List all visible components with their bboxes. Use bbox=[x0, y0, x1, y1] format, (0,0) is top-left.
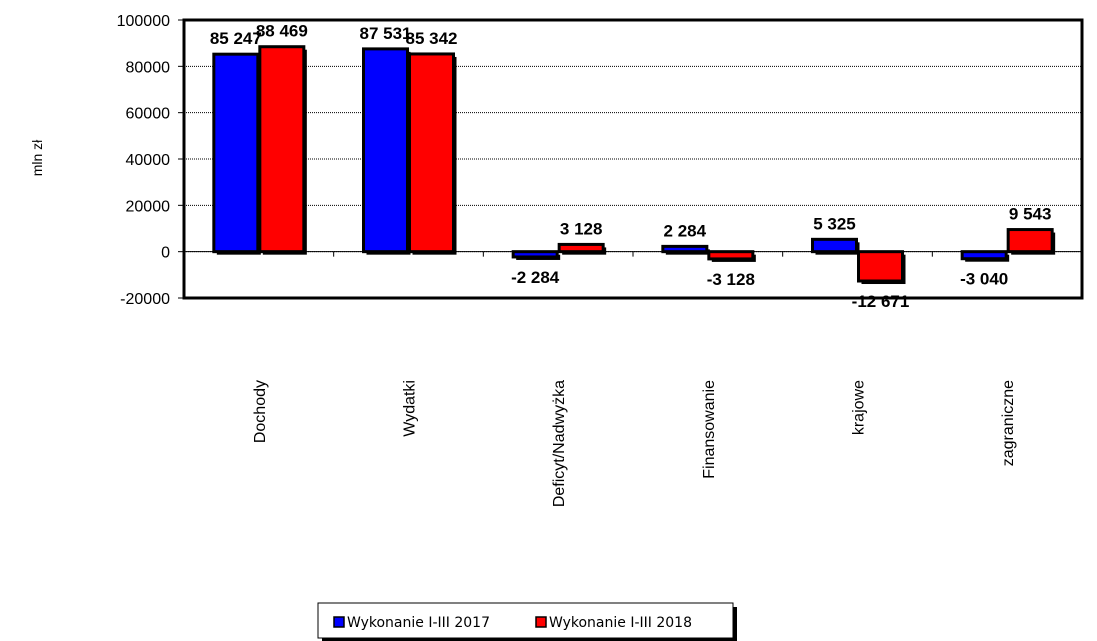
y-tick-label: 60000 bbox=[126, 106, 171, 123]
bar bbox=[857, 250, 904, 283]
data-label: 87 531 bbox=[360, 24, 412, 43]
data-label: 2 284 bbox=[664, 221, 707, 240]
legend: Wykonanie I-III 2017 Wykonanie I-III 2018 bbox=[317, 602, 737, 641]
y-tick-label: 20000 bbox=[126, 198, 171, 215]
legend-label: Wykonanie I-III 2017 bbox=[347, 615, 490, 631]
category-label: Finansowanie bbox=[701, 380, 718, 479]
bar bbox=[661, 244, 709, 254]
gridlines bbox=[183, 65, 1083, 257]
legend-box bbox=[317, 602, 734, 639]
legend-swatch bbox=[535, 616, 547, 628]
data-label: 9 543 bbox=[1009, 205, 1052, 224]
category-label: krajowe bbox=[851, 380, 868, 435]
data-label: 88 469 bbox=[256, 22, 308, 41]
y-axis-label: mln zł bbox=[29, 139, 45, 176]
bar bbox=[707, 250, 755, 261]
bars bbox=[212, 45, 1056, 285]
data-label: 3 128 bbox=[560, 219, 603, 238]
category-label: Wydatki bbox=[402, 380, 419, 437]
legend-swatch bbox=[333, 616, 345, 628]
data-label: 5 325 bbox=[813, 214, 856, 233]
bar bbox=[1006, 228, 1054, 254]
bar bbox=[811, 237, 858, 254]
bar bbox=[557, 242, 605, 254]
category-label: Deficyt/Nadwyżka bbox=[551, 380, 568, 507]
category-labels: Dochody Wydatki Deficyt/Nadwyżka Finansowan… bbox=[252, 380, 1017, 507]
y-axis-ticks: 100000 80000 60000 40000 20000 0 -20000 bbox=[117, 13, 184, 308]
data-label: 85 247 bbox=[210, 29, 262, 48]
data-label: -12 671 bbox=[852, 292, 910, 311]
data-label: 85 342 bbox=[406, 29, 458, 48]
bar bbox=[408, 52, 455, 254]
bar bbox=[212, 52, 260, 254]
category-label: Dochody bbox=[252, 380, 269, 443]
y-tick-label: -20000 bbox=[120, 291, 170, 308]
bar bbox=[258, 45, 306, 254]
y-tick-label: 40000 bbox=[126, 152, 171, 169]
y-tick-label: 0 bbox=[161, 245, 170, 262]
bar bbox=[511, 250, 559, 259]
y-tick-label: 80000 bbox=[126, 59, 171, 76]
data-label: -2 284 bbox=[511, 268, 560, 287]
data-label: -3 040 bbox=[960, 270, 1008, 289]
bar bbox=[960, 250, 1008, 261]
legend-label: Wykonanie I-III 2018 bbox=[549, 615, 692, 631]
plot-frame bbox=[182, 18, 1084, 300]
y-tick-label: 100000 bbox=[117, 13, 170, 30]
bar bbox=[362, 47, 409, 254]
category-label: zagraniczne bbox=[1000, 380, 1017, 466]
data-label: -3 128 bbox=[707, 270, 755, 289]
plot-border bbox=[182, 18, 1084, 300]
